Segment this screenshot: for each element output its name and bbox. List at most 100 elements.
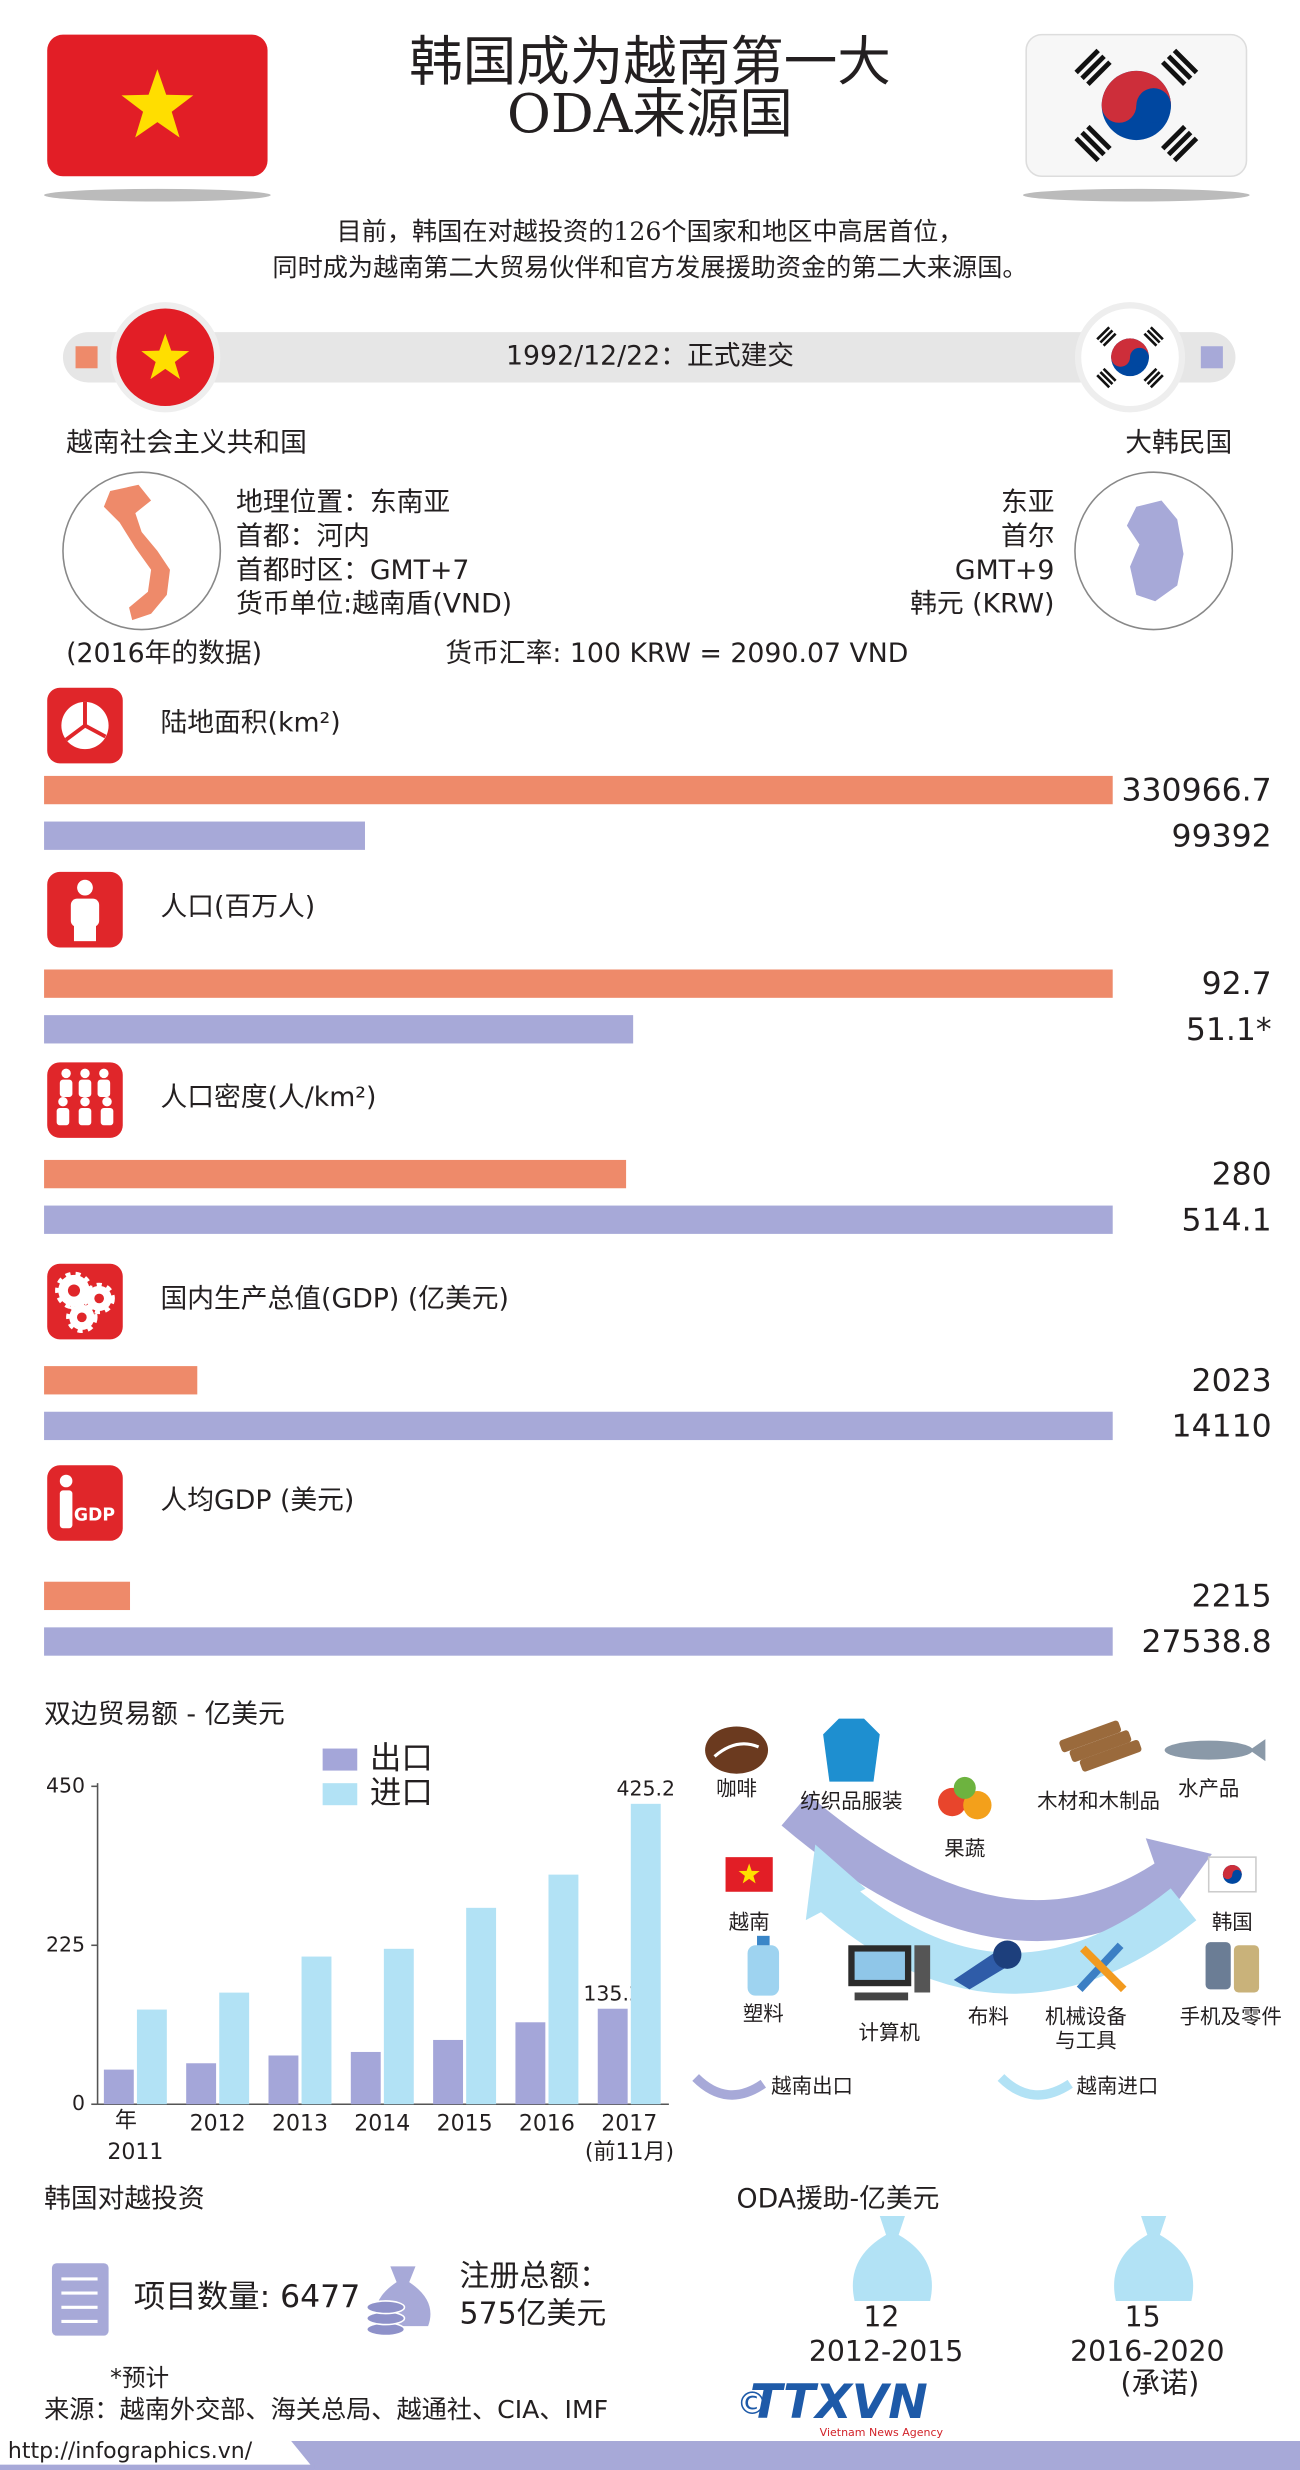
icon-shape [97, 1079, 111, 1097]
trigram-bar [1160, 124, 1187, 151]
footer-rule [0, 2464, 315, 2470]
value-label: 2215 [1192, 1578, 1272, 1614]
icon-shape [67, 1284, 81, 1297]
icon-shape [61, 1068, 71, 1079]
import-item: 计算机 [859, 2020, 921, 2044]
chart-title: 双边贸易额 - 亿美元 [44, 1699, 285, 1730]
flag-shadow [1023, 188, 1250, 202]
bar [219, 1992, 250, 2105]
value-label: 92.7 [1202, 966, 1272, 1002]
bar [44, 775, 1113, 805]
flag-star [121, 69, 194, 138]
wood-icon [1069, 1730, 1132, 1762]
icon-shape [78, 1079, 92, 1097]
title-line: ODA来源国 [507, 82, 793, 145]
trigram [1143, 367, 1164, 389]
wood-icon [1079, 1739, 1142, 1772]
trigram [1160, 124, 1199, 163]
legend-swatch [322, 1783, 358, 1806]
timeline-text: 1992/12/22：正式建交 [506, 341, 794, 372]
x-tick-label: 2015 [437, 2112, 493, 2137]
export-arrowhead [1145, 1838, 1212, 1911]
info-line: 首尔 [1001, 521, 1055, 552]
bar [597, 2008, 628, 2105]
cloth-icon [993, 1940, 1022, 1969]
url: http://infographics.vn/ [8, 2439, 253, 2464]
intro-line: 同时成为越南第二大贸易伙伴和官方发展援助资金的第二大来源国。 [272, 253, 1027, 282]
bottle-icon [757, 1935, 770, 1946]
country-label: 越南 [729, 1910, 770, 1934]
coffee-icon [713, 1742, 760, 1758]
trigram-bar [1099, 329, 1114, 344]
document-icon [51, 2263, 109, 2336]
icon-shape [58, 1096, 68, 1107]
oda-period: 2016-2020 [1070, 2335, 1224, 2368]
footnote: *预计 [110, 2364, 169, 2392]
x-tick-label: 2013 [272, 2112, 328, 2137]
country-name: 大韩民国 [1125, 427, 1232, 458]
coffee-icon [705, 1726, 769, 1774]
x-tick-label: 2016 [519, 2112, 575, 2137]
value-label: 280 [1212, 1157, 1272, 1193]
import-arrow [820, 1880, 1197, 1994]
tool-icon [1080, 1945, 1127, 1993]
icon-label: GDP [74, 1506, 115, 1526]
timeline-band [62, 332, 1236, 383]
trigram [1074, 48, 1112, 86]
icon-shape [59, 1079, 73, 1097]
trigram-bar [1146, 329, 1161, 344]
icon-shape [77, 879, 93, 896]
value-label: 425.2 [616, 1777, 675, 1801]
trigram-bar [1149, 326, 1164, 341]
phone-icon [1233, 1945, 1260, 1993]
computer-icon [914, 1945, 931, 1993]
import-item: 布料 [968, 2005, 1009, 2029]
section-title: 人均GDP (美元) [161, 1485, 355, 1516]
trigram-bar [1146, 371, 1161, 385]
section-title: 国内生产总值(GDP) (亿美元) [161, 1283, 509, 1314]
korea-map [1126, 500, 1184, 602]
section-title: 陆地面积(km²) [161, 707, 341, 738]
fish-icon [1249, 1739, 1266, 1762]
taeguk-blue-small [1130, 347, 1149, 367]
country-name: 越南社会主义共和国 [66, 427, 307, 458]
icon-shape [80, 1096, 90, 1107]
projects-label: 项目数量: [134, 2279, 270, 2315]
export-item: 咖啡 [716, 1776, 757, 1800]
icon-shape [59, 1474, 73, 1488]
section-title: ODA援助-亿美元 [737, 2184, 940, 2215]
import-arrowhead [805, 1844, 866, 1921]
trigram-bar [1074, 136, 1100, 163]
trigram [1096, 326, 1117, 347]
import-item: 塑料 [743, 2002, 784, 2026]
bar [103, 2069, 134, 2105]
icon-shape [59, 1490, 73, 1529]
x-tick-label: 2017 [601, 2112, 657, 2137]
trigram-bar [1143, 367, 1158, 382]
x-tick-label: 2012 [190, 2112, 246, 2137]
projects-value: 6477 [280, 2279, 360, 2315]
flag-shadow [44, 188, 271, 202]
legend-swatch [322, 1748, 358, 1771]
icon-shape [73, 923, 97, 942]
oda-value: 12 [863, 2300, 899, 2333]
bar [44, 969, 1113, 998]
trigram-bar [1086, 60, 1112, 86]
icon-shape [70, 898, 100, 927]
phone-icon [1205, 1942, 1231, 1990]
bar [136, 2009, 167, 2105]
bar [44, 1366, 198, 1395]
value-label: 330966.7 [1122, 773, 1272, 809]
icon-shape [80, 1068, 90, 1079]
country-label: 韩国 [1212, 1910, 1253, 1934]
import-item: 手机及零件 [1180, 2005, 1282, 2029]
oda-period: 2012-2015 [809, 2335, 963, 2368]
korea-marker [1200, 346, 1223, 369]
taeguk-red-small [1101, 88, 1137, 123]
bar [268, 2055, 299, 2105]
import-item: 机械设备 [1045, 2005, 1127, 2029]
oda-note: (承诺) [1121, 2366, 1200, 2399]
exchange-rate: 货币汇率: 100 KRW = 2090.07 VND [445, 638, 908, 669]
section-title: 韩国对越投资 [44, 2184, 205, 2215]
